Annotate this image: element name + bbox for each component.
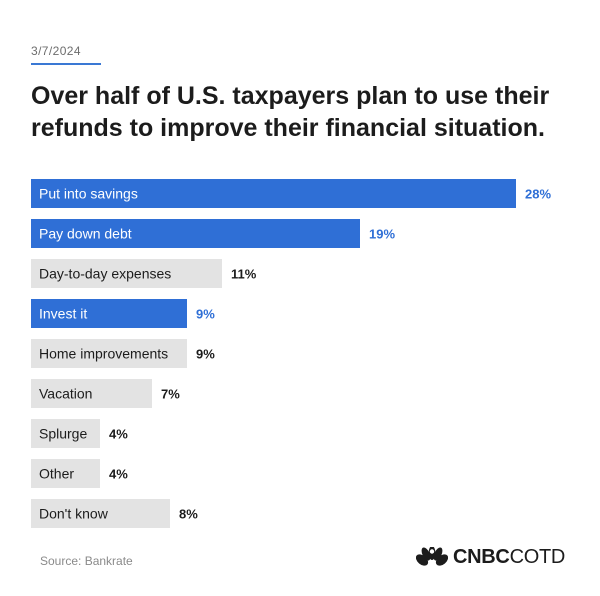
bar-home-improvements xyxy=(31,339,187,368)
bar-label-vacation: Vacation xyxy=(39,386,92,402)
logo-text-cnbc: CNBC xyxy=(453,546,510,568)
bar-day-to-day-expenses xyxy=(31,259,222,288)
peacock-icon xyxy=(416,546,448,566)
bar-label-home-improvements: Home improvements xyxy=(39,346,168,362)
value-label-put-into-savings: 28% xyxy=(525,187,551,202)
source-note: Source: Bankrate xyxy=(40,554,133,568)
value-label-other: 4% xyxy=(109,467,128,482)
bar-don-t-know xyxy=(31,499,170,528)
bar-invest-it xyxy=(31,299,187,328)
logo-text-cotd: COTD xyxy=(509,546,566,568)
bar-pay-down-debt xyxy=(31,219,360,248)
bar-label-don-t-know: Don't know xyxy=(39,506,109,522)
bar-label-day-to-day-expenses: Day-to-day expenses xyxy=(39,266,171,282)
bar-label-pay-down-debt: Pay down debt xyxy=(39,226,132,242)
value-label-don-t-know: 8% xyxy=(179,507,198,522)
cnbc-cotd-logo: CNBCCOTD xyxy=(416,546,565,569)
chart-title: Over half of U.S. taxpayers plan to use … xyxy=(31,82,550,142)
value-label-invest-it: 9% xyxy=(196,307,215,322)
value-label-home-improvements: 9% xyxy=(196,347,215,362)
bar-splurge xyxy=(31,419,100,448)
value-label-splurge: 4% xyxy=(109,427,128,442)
value-label-vacation: 7% xyxy=(161,387,180,402)
chart-date: 3/7/2024 xyxy=(31,44,81,58)
value-label-pay-down-debt: 19% xyxy=(369,227,395,242)
date-underline xyxy=(31,63,101,65)
bar-label-splurge: Splurge xyxy=(39,426,87,442)
bar-other xyxy=(31,459,100,488)
bar-put-into-savings xyxy=(31,179,516,208)
bar-label-invest-it: Invest it xyxy=(39,306,87,322)
bar-label-other: Other xyxy=(39,466,74,482)
bar-vacation xyxy=(31,379,152,408)
value-label-day-to-day-expenses: 11% xyxy=(231,267,257,282)
bar-label-put-into-savings: Put into savings xyxy=(39,186,138,202)
bar-chart: Put into savings 28% Pay down debt 19% Day-t… xyxy=(31,179,551,528)
